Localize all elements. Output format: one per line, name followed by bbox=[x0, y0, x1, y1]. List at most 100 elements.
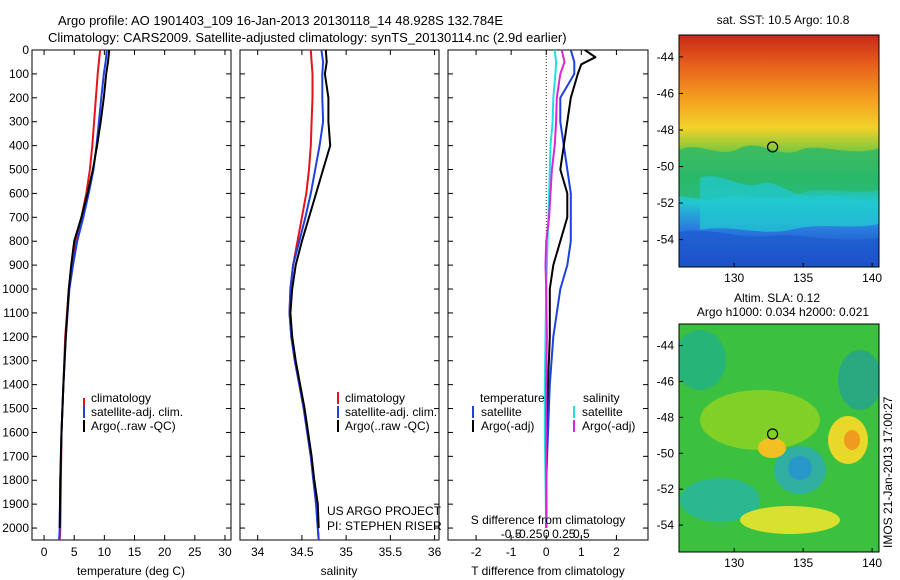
map-y-tick-label: -54 bbox=[657, 233, 675, 247]
temperature-plot: 0 5 10 15 20 25 300100200300400500600700800900… bbox=[2, 43, 232, 559]
y-tick-label: 1200 bbox=[2, 330, 29, 344]
sst-map-axes: 130 135 140 -44 -46 -48 -50 -52 -54 bbox=[657, 50, 883, 285]
y-tick-label: 1100 bbox=[3, 306, 29, 320]
y-tick-label: 200 bbox=[9, 91, 29, 105]
y-tick-label: 500 bbox=[9, 163, 29, 177]
x-top-tick-label: -0.5 bbox=[501, 527, 522, 541]
map-y-tick-label: -52 bbox=[657, 482, 675, 496]
y-tick-label: 1600 bbox=[2, 425, 29, 439]
timestamp-stamp: IMOS 21-Jan-2013 17:00:27 bbox=[881, 396, 895, 548]
project-annotation: US ARGO PROJECT bbox=[327, 504, 442, 518]
salinity-panel-frame bbox=[239, 49, 440, 541]
y-tick-label: 800 bbox=[9, 234, 29, 248]
map-y-tick-label: -52 bbox=[657, 196, 675, 210]
x-tick-label: 30 bbox=[218, 545, 232, 559]
temperature-panel-frame bbox=[31, 49, 232, 541]
map-y-tick-label: -48 bbox=[657, 123, 675, 137]
x-tick-label: 34.5 bbox=[290, 545, 314, 559]
legend-label-temp-satellite: satellite bbox=[481, 405, 522, 419]
x-top-tick-label: -0.25 bbox=[515, 527, 543, 541]
series-line bbox=[545, 49, 576, 528]
series-line bbox=[288, 49, 325, 541]
series-line bbox=[58, 49, 111, 529]
salinity-legend: climatology satellite-adj. clim. Argo(..… bbox=[337, 391, 437, 433]
x-tick-label: 0 bbox=[41, 545, 48, 559]
map-x-tick-label: 140 bbox=[862, 271, 882, 285]
y-tick-label: 1900 bbox=[2, 497, 29, 511]
sla-field bbox=[679, 324, 879, 552]
x-tick-label: 5 bbox=[71, 545, 78, 559]
sst-map-frame bbox=[678, 34, 880, 268]
map-y-tick-label: -50 bbox=[657, 446, 675, 460]
sla-map-title-1: Altim. SLA: 0.12 bbox=[734, 291, 820, 305]
y-tick-label: 900 bbox=[9, 258, 29, 272]
difference-legend: temperature salinity satellite Argo(-adj… bbox=[472, 391, 635, 433]
series-line bbox=[289, 49, 332, 529]
y-tick-label: 300 bbox=[9, 115, 29, 129]
x-top-tick-label: 0.25 bbox=[552, 527, 576, 541]
pi-annotation: PI: STEPHEN RISER bbox=[327, 519, 442, 533]
legend-label-satellite-adj: satellite-adj. clim. bbox=[91, 405, 183, 419]
x-tick-label: 20 bbox=[158, 545, 172, 559]
map-x-tick-label: 135 bbox=[793, 556, 813, 570]
legend-label-sal-argo: Argo(-adj) bbox=[582, 419, 635, 433]
legend-label-argo: Argo(..raw -QC) bbox=[91, 419, 176, 433]
y-tick-label: 400 bbox=[9, 139, 29, 153]
map-y-tick-label: -50 bbox=[657, 160, 675, 174]
map-x-tick-label: 130 bbox=[724, 556, 744, 570]
header-line-2: Climatology: CARS2009. Satellite-adjuste… bbox=[48, 30, 567, 45]
argo-location-marker bbox=[766, 428, 779, 440]
legend-title-temperature: temperature bbox=[480, 391, 545, 405]
map-y-tick-label: -46 bbox=[657, 374, 675, 388]
sla-map-title-2: Argo h1000: 0.034 h2000: 0.021 bbox=[697, 305, 869, 319]
series-line bbox=[545, 49, 597, 528]
x-tick-label: 2 bbox=[613, 545, 620, 559]
x-tick-label: -2 bbox=[471, 545, 482, 559]
series-line bbox=[544, 49, 566, 528]
x-tick-label: 35.5 bbox=[379, 545, 403, 559]
y-tick-label: 700 bbox=[9, 210, 29, 224]
difference-x-label: T difference from climatology bbox=[471, 564, 625, 578]
y-tick-label: 1700 bbox=[2, 449, 29, 463]
legend-label-climatology: climatology bbox=[345, 391, 405, 405]
legend-label-sal-satellite: satellite bbox=[582, 405, 623, 419]
x-tick-label: 25 bbox=[188, 545, 202, 559]
map-x-tick-label: 140 bbox=[862, 556, 882, 570]
x-top-tick-label: 0.5 bbox=[573, 527, 590, 541]
y-tick-label: 1800 bbox=[2, 473, 29, 487]
legend-label-climatology: climatology bbox=[91, 391, 151, 405]
map-y-tick-label: -46 bbox=[657, 86, 675, 100]
x-tick-label: 34 bbox=[251, 545, 265, 559]
difference-plot: -2 -1 0 1 2-0.5-0.25 0 0.250.5 bbox=[448, 49, 648, 559]
sla-map-axes: 130 135 140 -44 -46 -48 -50 -52 -54 bbox=[657, 339, 883, 570]
difference-panel-frame bbox=[447, 49, 649, 541]
y-tick-label: 1300 bbox=[2, 354, 29, 368]
series-line bbox=[288, 49, 320, 541]
y-tick-label: 2000 bbox=[2, 521, 29, 535]
difference-top-axis-label: S difference from climatology bbox=[471, 513, 626, 527]
legend-label-satellite-adj: satellite-adj. clim. bbox=[345, 405, 437, 419]
legend-label-temp-argo: Argo(-adj) bbox=[481, 419, 534, 433]
x-tick-label: 35 bbox=[339, 545, 353, 559]
x-tick-label: 0 bbox=[543, 545, 550, 559]
y-tick-label: 600 bbox=[9, 186, 29, 200]
y-tick-label: 1400 bbox=[2, 378, 29, 392]
x-tick-label: 10 bbox=[98, 545, 112, 559]
y-tick-label: 100 bbox=[9, 67, 29, 81]
x-tick-label: 15 bbox=[128, 545, 142, 559]
y-tick-label: 1000 bbox=[2, 282, 29, 296]
y-tick-label: 1500 bbox=[2, 402, 29, 416]
temperature-legend: climatology satellite-adj. clim. Argo(..… bbox=[83, 391, 183, 433]
map-x-tick-label: 135 bbox=[793, 271, 813, 285]
y-tick-label: 0 bbox=[22, 43, 29, 57]
map-y-tick-label: -44 bbox=[657, 50, 675, 64]
temperature-x-label: temperature (deg C) bbox=[77, 564, 185, 578]
map-x-tick-label: 130 bbox=[724, 271, 744, 285]
salinity-x-label: salinity bbox=[321, 564, 358, 578]
series-line bbox=[58, 49, 102, 541]
x-tick-label: -1 bbox=[506, 545, 517, 559]
map-y-tick-label: -48 bbox=[657, 410, 675, 424]
map-y-tick-label: -44 bbox=[657, 339, 675, 353]
sst-field bbox=[679, 35, 879, 267]
